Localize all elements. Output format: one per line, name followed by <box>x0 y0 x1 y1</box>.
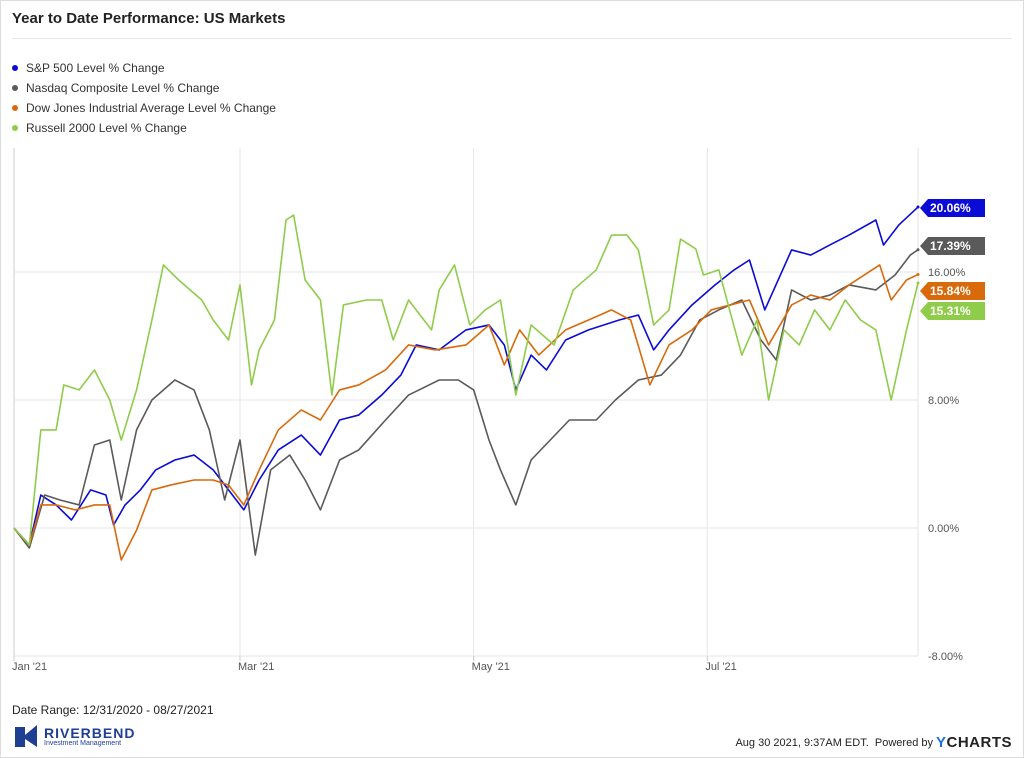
series-end-point-2 <box>916 273 920 277</box>
end-label-text-0: 20.06% <box>930 201 971 215</box>
legend-item[interactable]: Russell 2000 Level % Change <box>12 118 276 138</box>
x-tick-label: Jan '21 <box>12 661 47 673</box>
legend-dot-icon <box>12 125 18 131</box>
y-tick-label: 16.00% <box>928 267 966 279</box>
legend-label: Russell 2000 Level % Change <box>26 121 187 135</box>
end-label-text-2: 15.84% <box>930 284 971 298</box>
y-tick-label: 8.00% <box>928 395 959 407</box>
legend-label: Dow Jones Industrial Average Level % Cha… <box>26 101 276 115</box>
x-tick-label: Mar '21 <box>238 661 274 673</box>
footer: Aug 30 2021, 9:37AM EDT. Powered by YCHA… <box>735 734 1012 751</box>
logo-name: RIVERBEND <box>44 724 136 741</box>
series-line-2 <box>13 264 919 561</box>
logo-mark-icon <box>15 725 37 747</box>
end-label-badge-0 <box>920 199 985 217</box>
x-tick-label: May '21 <box>472 661 510 673</box>
ycharts-y: Y <box>935 734 947 751</box>
series-line-3 <box>13 214 919 546</box>
legend-label: Nasdaq Composite Level % Change <box>26 81 220 95</box>
series-end-point-3 <box>916 281 920 285</box>
end-label-badge-3 <box>920 302 985 320</box>
date-range: Date Range: 12/31/2020 - 08/27/2021 <box>12 703 214 717</box>
legend-item[interactable]: S&P 500 Level % Change <box>12 58 276 78</box>
legend-dot-icon <box>12 105 18 111</box>
end-label-text-3: 15.31% <box>930 304 971 318</box>
series-end-point-1 <box>916 248 920 252</box>
x-tick-label: Jul '21 <box>705 661 736 673</box>
legend-dot-icon <box>12 65 18 71</box>
logo-tagline: Investment Management <box>44 739 122 747</box>
end-label-badge-2 <box>920 282 985 300</box>
legend: S&P 500 Level % Change Nasdaq Composite L… <box>12 58 276 138</box>
legend-item[interactable]: Dow Jones Industrial Average Level % Cha… <box>12 98 276 118</box>
y-tick-label: -8.00% <box>928 651 963 663</box>
series-line-1 <box>13 249 919 556</box>
powered-by: Powered by <box>874 736 933 749</box>
end-label-badge-1 <box>920 237 985 255</box>
divider <box>12 38 1012 39</box>
ycharts-text: CHARTS <box>946 734 1012 751</box>
timestamp: Aug 30 2021, 9:37AM EDT. <box>735 736 869 749</box>
end-label-text-1: 17.39% <box>930 239 971 253</box>
riverbend-logo: RIVERBEND Investment Management <box>15 725 135 747</box>
ycharts-logo[interactable]: YCHARTS <box>936 734 1012 751</box>
y-tick-label: 0.00% <box>928 523 959 535</box>
legend-label: S&P 500 Level % Change <box>26 61 165 75</box>
chart-title: Year to Date Performance: US Markets <box>12 10 286 27</box>
plot-area: -8.00% 0.00% 8.00% 16.00% Jan '21 Mar '21 May … <box>12 148 985 673</box>
series-end-point-0 <box>916 205 920 209</box>
legend-dot-icon <box>12 85 18 91</box>
legend-item[interactable]: Nasdaq Composite Level % Change <box>12 78 276 98</box>
